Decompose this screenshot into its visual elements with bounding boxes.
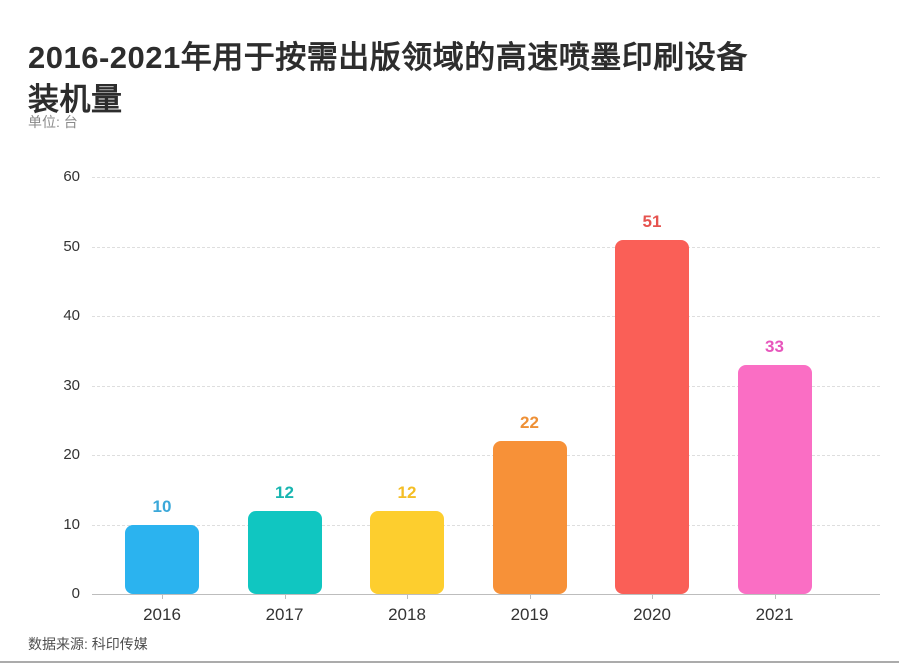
y-gridline-30 (92, 385, 880, 387)
page-title-line2: 装机量 (28, 81, 123, 117)
y-tick-label-60: 60 (63, 168, 80, 185)
bar-2020 (615, 239, 689, 594)
bar-2017 (247, 510, 322, 594)
bar-value-label-2017: 12 (275, 482, 294, 502)
y-tick-label-40: 40 (63, 307, 80, 324)
y-tick-label-50: 50 (63, 237, 80, 255)
x-tick-label-2016: 2016 (143, 605, 181, 624)
x-tick-mark-2016 (162, 594, 163, 599)
x-tick-mark-2020 (652, 594, 653, 599)
bar-2019 (492, 441, 567, 594)
x-tick-label-2021: 2021 (755, 605, 794, 624)
page-title: 2016-2021年用于按需出版领域的高速喷墨印刷设备 装机量 (28, 37, 873, 121)
x-tick-mark-2017 (284, 594, 286, 599)
plot-area: 0 10 20 30 40 50 60 10 2016 12 2017 12 2018 22 2019 51 2… (63, 168, 880, 624)
bar-value-label-2020: 51 (642, 211, 662, 231)
x-tick-mark-2021 (774, 594, 776, 599)
y-tick-label-0: 0 (71, 585, 80, 602)
x-tick-label-2019: 2019 (510, 605, 549, 624)
bar-value-label-2016: 10 (152, 496, 172, 516)
x-tick-mark-2019 (529, 594, 531, 599)
bar-2018 (370, 510, 444, 594)
y-gridline-60 (92, 177, 880, 178)
bar-value-label-2019: 22 (520, 413, 539, 433)
bar-value-label-2018: 12 (397, 482, 417, 502)
data-source-label: 数据来源: 科印传媒 (28, 636, 148, 652)
y-gridline-50 (92, 246, 880, 248)
unit-label: 单位: 台 (28, 114, 78, 130)
y-tick-label-30: 30 (63, 376, 80, 394)
x-tick-label-2018: 2018 (388, 605, 426, 624)
page-title-line1: 2016-2021年用于按需出版领域的高速喷墨印刷设备 (28, 39, 748, 75)
window-bottom-edge (0, 661, 899, 663)
y-gridline-20 (92, 455, 880, 456)
x-tick-label-2020: 2020 (633, 605, 671, 624)
y-tick-label-10: 10 (63, 515, 80, 533)
y-tick-label-20: 20 (63, 446, 80, 463)
y-gridline-40 (92, 316, 880, 317)
bar-value-label-2021: 33 (765, 336, 784, 356)
x-tick-mark-2018 (407, 594, 408, 599)
bar-2021 (737, 364, 812, 594)
x-axis-line (92, 594, 880, 595)
x-tick-label-2017: 2017 (265, 605, 304, 624)
bar-2016 (125, 524, 199, 594)
y-gridline-10 (92, 524, 880, 526)
